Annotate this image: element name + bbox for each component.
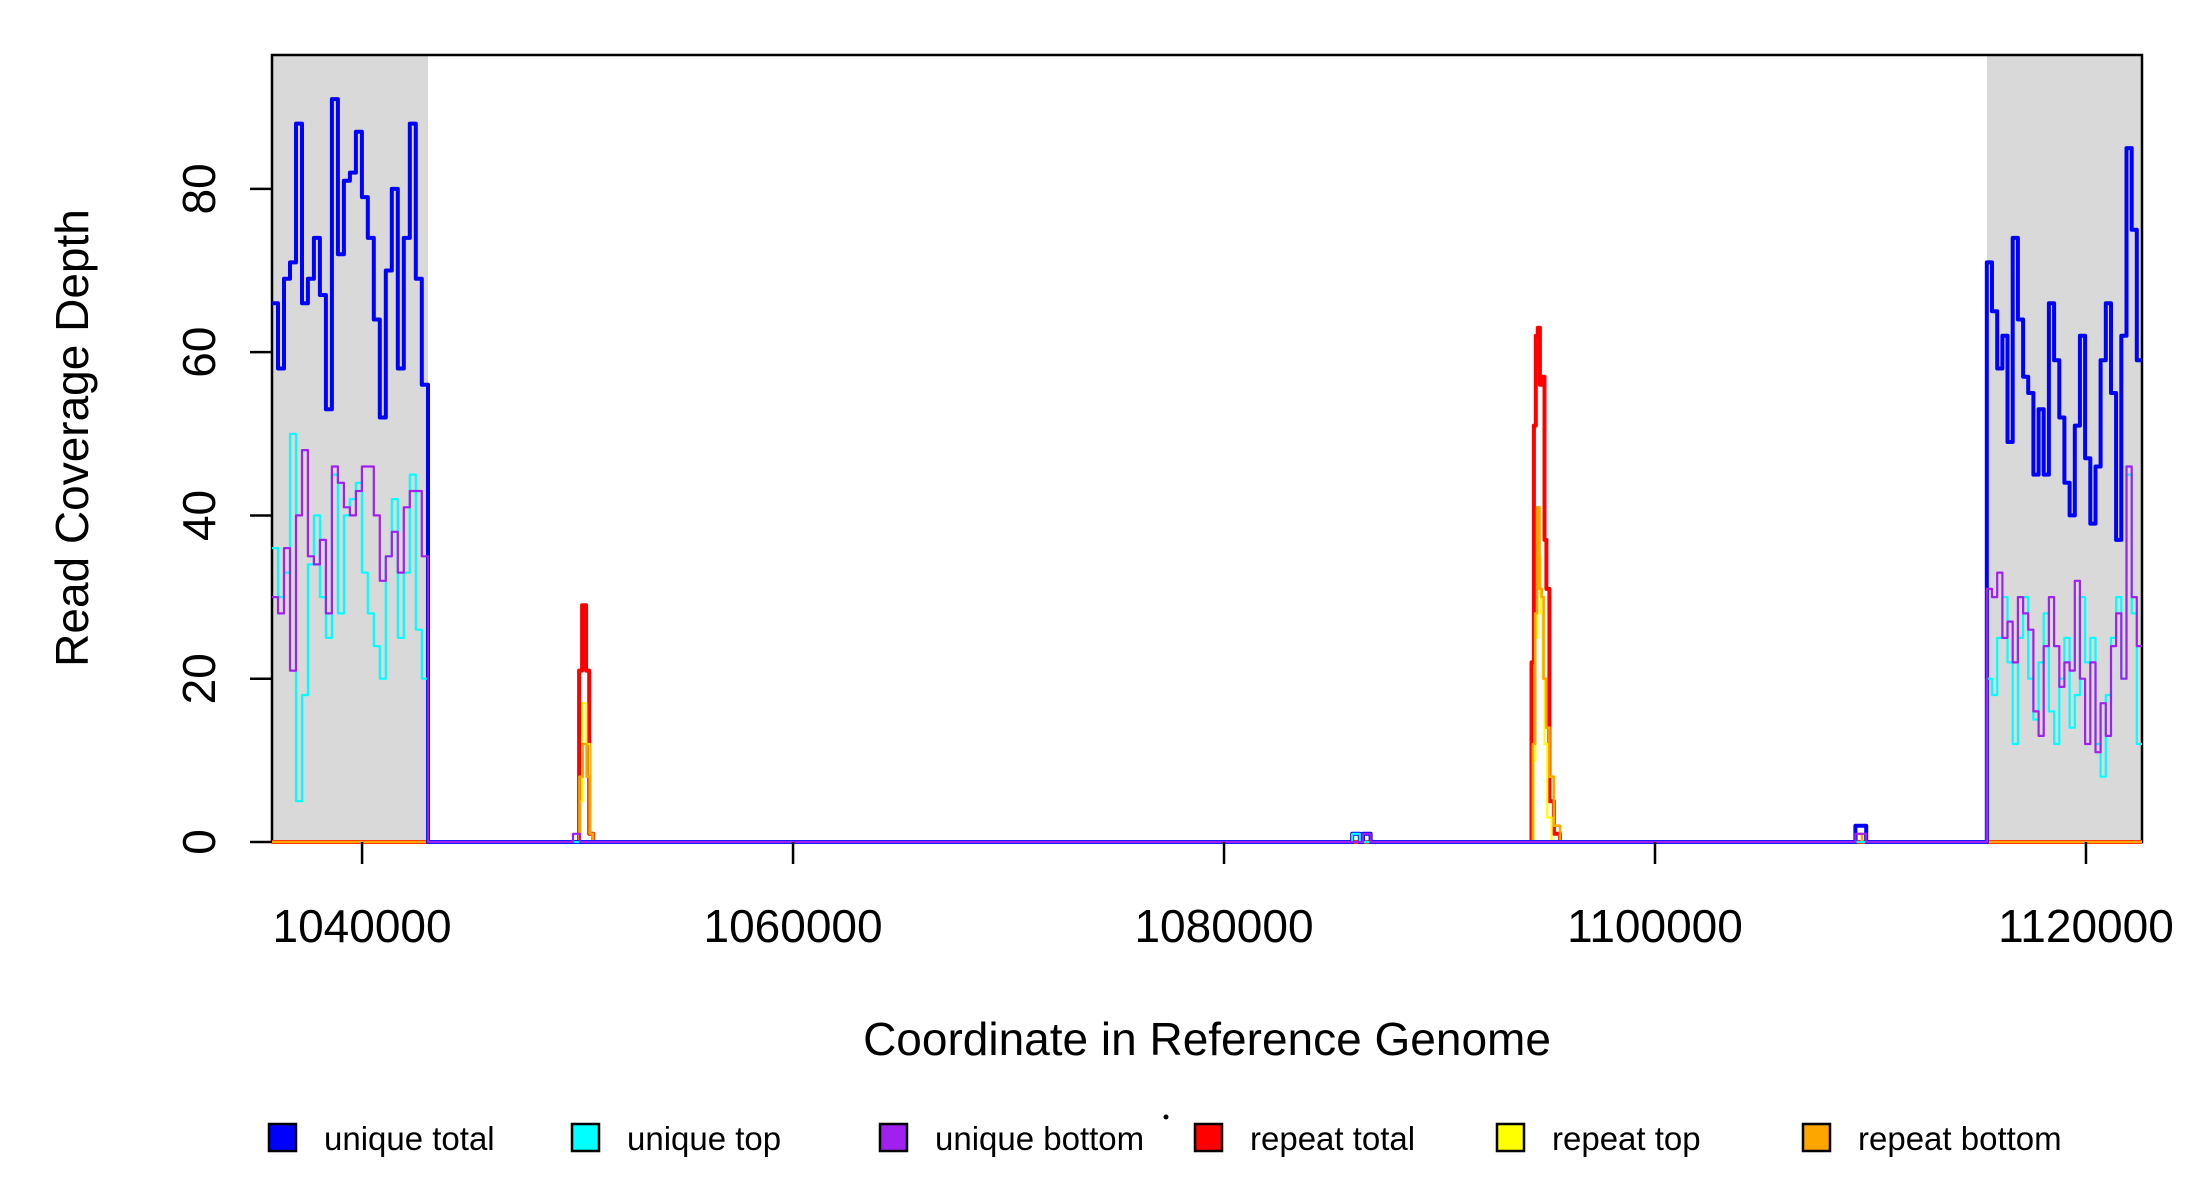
- legend-entry-repeat-top: repeat top: [1495, 1120, 1701, 1157]
- legend-entry-unique-bottom: unique bottom: [878, 1120, 1144, 1157]
- legend-swatch-unique-bottom: [878, 1122, 909, 1153]
- y-tick-label: 0: [173, 829, 225, 855]
- series-unique-total: [272, 97, 2142, 844]
- x-tick-label: 1100000: [1567, 900, 1743, 952]
- legend-title-dot: [1163, 1114, 1169, 1120]
- legend: unique total unique top unique bottom repea…: [267, 1114, 2062, 1157]
- legend-label: repeat top: [1552, 1120, 1701, 1157]
- legend-entry-unique-top: unique top: [570, 1120, 781, 1157]
- x-tick-label: 1120000: [1998, 900, 2174, 952]
- y-tick-label: 40: [173, 490, 225, 541]
- x-tick-label: 1060000: [704, 900, 883, 952]
- series-layer: [272, 97, 2142, 844]
- plot-box-layer: [270, 53, 2144, 844]
- legend-label: unique top: [627, 1120, 781, 1157]
- y-tick-label: 60: [173, 327, 225, 378]
- legend-label: unique total: [324, 1120, 495, 1157]
- legend-swatch-unique-top: [570, 1122, 601, 1153]
- x-tick-label: 1080000: [1134, 900, 1313, 952]
- series-unique-bottom: [272, 449, 2142, 844]
- y-axis-title: Read Coverage Depth: [46, 209, 98, 667]
- legend-swatch-repeat-total: [1193, 1122, 1224, 1153]
- series-repeat-total: [272, 325, 2142, 844]
- legend-label: repeat total: [1250, 1120, 1415, 1157]
- legend-label: repeat bottom: [1858, 1120, 2062, 1157]
- legend-swatch-repeat-top: [1495, 1122, 1526, 1153]
- series-repeat-top: [272, 514, 2142, 844]
- legend-swatch-unique-total: [267, 1122, 298, 1153]
- legend-entry-unique-total: unique total: [267, 1120, 495, 1157]
- x-axis-title: Coordinate in Reference Genome: [863, 1013, 1551, 1065]
- axes-layer: 1040000 1060000 1080000 1100000 1120000 0 20 40…: [173, 163, 2174, 952]
- y-tick-label: 20: [173, 653, 225, 704]
- shaded-regions-layer: [272, 55, 2142, 842]
- legend-entry-repeat-bottom: repeat bottom: [1801, 1120, 2062, 1157]
- x-tick-label: 1040000: [273, 900, 452, 952]
- series-repeat-bottom: [272, 506, 2142, 844]
- left-gray-region: [272, 55, 429, 842]
- plot-border: [270, 53, 2144, 844]
- series-unique-top: [272, 432, 2142, 844]
- y-tick-label: 80: [173, 163, 225, 214]
- legend-entry-repeat-total: repeat total: [1193, 1120, 1415, 1157]
- legend-swatch-repeat-bottom: [1801, 1122, 1832, 1153]
- legend-label: unique bottom: [935, 1120, 1144, 1157]
